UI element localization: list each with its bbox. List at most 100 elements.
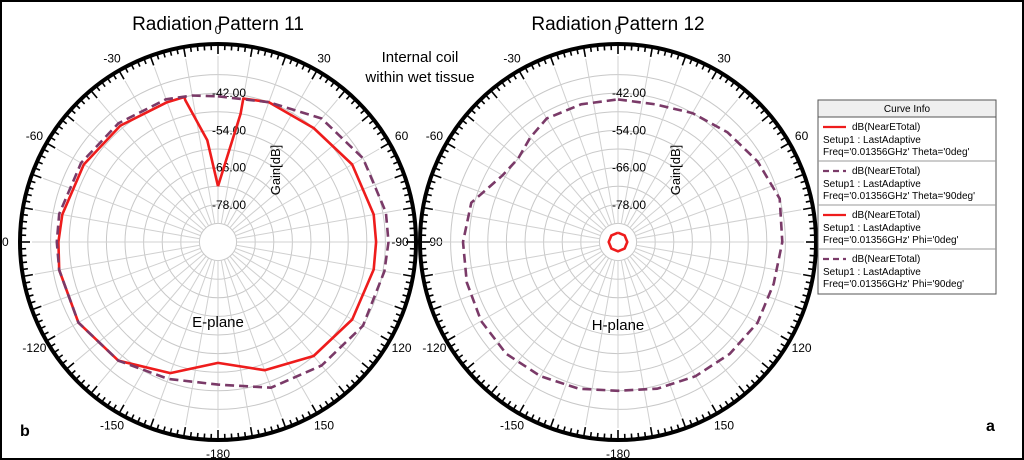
- right-ring-tick: [495, 85, 501, 92]
- right-ring-tick: [446, 142, 456, 149]
- right-ring-tick: [530, 63, 535, 70]
- left-radial-tick-label: -66.00: [212, 161, 246, 175]
- left-ring-tick: [338, 385, 346, 395]
- right-ring-tick: [543, 419, 547, 426]
- right-ring-tick: [429, 300, 436, 304]
- right-grid-spoke: [585, 260, 616, 426]
- right-angle-tick-label: 60: [795, 129, 809, 143]
- left-ring-tick: [338, 89, 346, 99]
- right-ring-tick: [701, 63, 706, 70]
- right-ring-tick: [518, 404, 525, 414]
- left-ring-tick: [95, 392, 101, 399]
- left-ring-tick: [53, 348, 60, 354]
- left-ring-tick: [46, 142, 56, 149]
- legend-entry-2-line3: Freq='0.01356GHz' Phi='0deg': [823, 235, 959, 246]
- left-ring-tick: [79, 99, 86, 105]
- left-ring-tick: [49, 343, 56, 348]
- left-grid-spoke: [226, 257, 312, 404]
- left-ring-tick: [90, 385, 98, 395]
- left-ring-tick: [395, 167, 402, 171]
- right-ring-tick: [506, 77, 512, 84]
- chart-title-left: Radiation Pattern 11: [132, 14, 304, 35]
- right-ring-tick: [431, 173, 442, 179]
- left-ring-tick: [257, 429, 260, 436]
- left-ring-tick: [270, 51, 274, 58]
- right-ring-tick: [772, 354, 779, 360]
- left-grid-spoke: [75, 253, 205, 362]
- left-ring-tick: [136, 60, 141, 67]
- left-ring-tick: [39, 325, 46, 330]
- right-ring-tick: [421, 220, 428, 223]
- right-ring-tick: [576, 48, 579, 55]
- right-ring-tick: [434, 167, 441, 171]
- polar-chart-left: 0306090120150-180-150-120-90-60-30-42.00…: [0, 23, 443, 460]
- left-ring-tick: [189, 45, 193, 52]
- right-ring-tick: [442, 331, 449, 336]
- left-grid-spoke: [233, 250, 380, 336]
- legend-header: [817, 99, 997, 118]
- left-ring-tick: [295, 417, 300, 424]
- left-ring-tick: [408, 220, 415, 223]
- left-ring-tick: [29, 180, 36, 184]
- left-ring-tick: [100, 81, 106, 88]
- left-grid-spoke: [185, 260, 216, 426]
- left-ring-tick: [355, 103, 361, 110]
- left-ring-tick: [319, 73, 324, 80]
- left-ring-tick: [408, 261, 415, 264]
- right-ring-tick: [470, 369, 476, 376]
- left-ring-tick: [27, 186, 34, 190]
- left-series-1-line: [55, 94, 390, 389]
- left-ring-tick: [249, 46, 254, 57]
- left-ring-tick: [289, 58, 293, 65]
- left-ring-tick: [243, 432, 247, 439]
- left-ring-tick: [21, 261, 28, 264]
- right-ring-tick: [719, 73, 724, 80]
- right-grid-spoke: [633, 148, 780, 234]
- right-ring-tick: [670, 51, 674, 58]
- right-grid-spoke: [434, 244, 600, 275]
- left-angle-tick-label: -150: [100, 419, 124, 433]
- left-ring-tick: [112, 73, 117, 80]
- left-radial-tick-label: -54.00: [212, 123, 246, 137]
- legend-entry-3-line1: dB(NearETotal): [852, 254, 920, 265]
- right-ring-tick: [657, 429, 660, 436]
- left-ring-tick: [350, 99, 357, 105]
- right-ring-tick: [701, 414, 706, 421]
- right-ring-tick: [556, 424, 560, 431]
- left-ring-tick: [84, 384, 91, 390]
- right-ring-tick: [780, 142, 790, 149]
- right-ring-tick: [790, 325, 797, 330]
- right-grid-spoke: [626, 257, 712, 404]
- right-grid-spoke: [443, 247, 601, 307]
- left-grid-spoke: [235, 177, 393, 237]
- right-ring-tick: [549, 55, 555, 66]
- right-ring-tick: [500, 396, 506, 403]
- left-ring-tick: [176, 429, 179, 436]
- right-ring-tick: [805, 200, 812, 203]
- chart-title-right: Radiation Pattern 12: [531, 14, 704, 35]
- left-ring-tick: [311, 404, 318, 414]
- right-grid-spoke: [629, 99, 738, 229]
- left-ring-tick: [335, 392, 341, 399]
- right-ring-tick: [475, 374, 481, 381]
- left-ring-tick: [34, 167, 41, 171]
- right-ring-tick: [424, 200, 431, 203]
- left-ring-tick: [61, 359, 68, 365]
- left-ring-tick: [196, 45, 199, 52]
- right-ring-tick: [589, 432, 593, 439]
- right-ring-tick: [446, 335, 456, 342]
- right-ring-tick: [490, 385, 498, 395]
- left-ring-tick: [176, 48, 179, 55]
- right-ring-tick: [461, 359, 468, 365]
- right-ring-tick: [795, 313, 802, 317]
- right-angle-tick-label: 0: [615, 23, 622, 37]
- left-grid-spoke: [220, 58, 251, 224]
- left-grid-spoke: [231, 253, 361, 362]
- right-radial-tick-label: -42.00: [612, 86, 646, 100]
- legend-entry-0-line2: Setup1 : LastAdaptive: [823, 135, 921, 146]
- left-ring-tick: [143, 419, 147, 426]
- left-grid-spoke: [229, 255, 338, 385]
- left-ring-tick: [106, 77, 112, 84]
- left-ring-tick: [281, 55, 287, 66]
- right-ring-tick: [649, 46, 654, 57]
